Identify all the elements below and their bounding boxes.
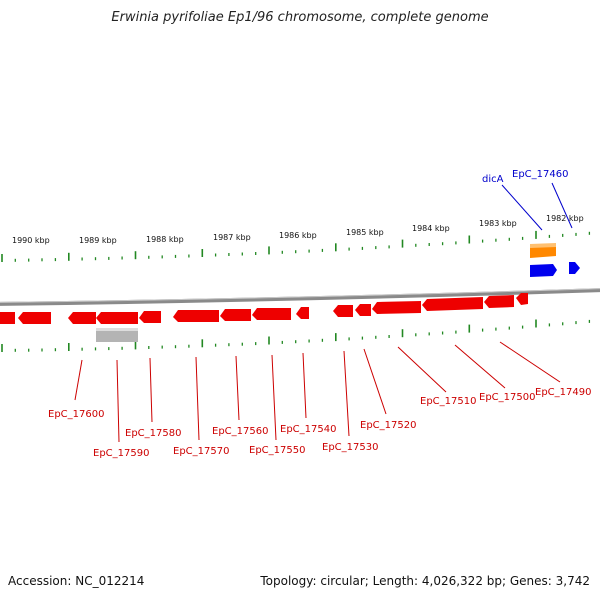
gene-reverse-EpC_17570 xyxy=(173,310,219,322)
ruler-label-1987: 1987 kbp xyxy=(213,233,251,242)
gene-label-EpC_17600: EpC_17600 xyxy=(48,409,104,420)
reverse-label-lines xyxy=(74,341,561,443)
label-line-EpC_17590 xyxy=(116,359,120,443)
gene-reverse-EpC_17600 xyxy=(68,312,96,324)
label-line-EpC_17460 xyxy=(551,182,573,229)
gene-reverse-EpC_17600-a xyxy=(18,312,51,324)
gene-label-EpC_17560: EpC_17560 xyxy=(212,426,268,437)
gene-label-EpC_17500: EpC_17500 xyxy=(479,392,535,403)
gene-reverse-EpC_17530 xyxy=(333,305,353,317)
gene-reverse-EpC_17540 xyxy=(296,307,309,319)
pseudogene-feature-highlight xyxy=(96,328,138,331)
ruler-label-1985: 1985 kbp xyxy=(346,228,384,237)
label-line-EpC_17540 xyxy=(302,352,307,419)
rna-feature-dicA-highlight xyxy=(530,243,556,248)
gene-label-EpC_17540: EpC_17540 xyxy=(280,424,336,435)
gene-reverse-EpC_17510 xyxy=(372,301,421,314)
label-line-EpC_17490 xyxy=(499,341,561,383)
gene-reverse-EpC_17590 xyxy=(96,312,138,324)
pseudogene-feature xyxy=(96,330,138,342)
gene-label-EpC_17590: EpC_17590 xyxy=(93,448,149,459)
ruler-ticks-bottom xyxy=(1,319,591,352)
label-line-EpC_17520 xyxy=(363,348,387,415)
chromosome-backbone xyxy=(0,288,600,306)
gene-reverse-partial xyxy=(0,312,15,324)
map-title: Erwinia pyrifoliae Ep1/96 chromosome, co… xyxy=(111,10,489,25)
gene-reverse-EpC_17560 xyxy=(220,309,251,321)
ruler-label-1989: 1989 kbp xyxy=(79,236,117,245)
label-line-EpC_17550 xyxy=(271,354,277,441)
gene-label-EpC_17580: EpC_17580 xyxy=(125,428,181,439)
chromosome-backbone-highlight xyxy=(0,288,600,303)
label-line-EpC_17510 xyxy=(397,346,447,393)
accession-label: Accession: NC_012214 xyxy=(8,574,145,588)
gene-label-EpC_17520: EpC_17520 xyxy=(360,420,416,431)
label-line-EpC_17560 xyxy=(235,355,240,421)
gene-reverse-EpC_17490 xyxy=(484,295,514,308)
rna-feature-dicA xyxy=(530,245,556,258)
label-line-EpC_17570 xyxy=(195,356,200,441)
gene-label-EpC_17490: EpC_17490 xyxy=(535,387,591,398)
gene-forward-EpC_17460 xyxy=(569,262,580,274)
gene-reverse-EpC_17500 xyxy=(422,297,483,311)
gene-reverse-EpC_17580 xyxy=(139,311,161,323)
genome-summary-label: Topology: circular; Length: 4,026,322 bp… xyxy=(260,574,590,588)
ruler-ticks-top xyxy=(1,230,591,262)
gene-label-EpC_17530: EpC_17530 xyxy=(322,442,378,453)
label-line-EpC_17500 xyxy=(454,344,506,389)
gene-label-dicA: dicA xyxy=(482,174,504,185)
label-line-EpC_17530 xyxy=(343,350,350,437)
label-line-dicA xyxy=(501,184,543,231)
ruler-label-1990: 1990 kbp xyxy=(12,236,50,245)
ruler-label-1988: 1988 kbp xyxy=(146,235,184,244)
gene-label-EpC_17510: EpC_17510 xyxy=(420,396,476,407)
gene-label-EpC_17570: EpC_17570 xyxy=(173,446,229,457)
gene-reverse-EpC_17550 xyxy=(252,308,291,320)
label-line-EpC_17600 xyxy=(74,359,83,401)
ruler-label-1982: 1982 kbp xyxy=(546,214,584,223)
reverse-strand-genes xyxy=(0,293,528,324)
label-line-EpC_17580 xyxy=(149,357,153,423)
ruler-label-1983: 1983 kbp xyxy=(479,219,517,228)
gene-reverse-EpC_17480 xyxy=(516,293,528,305)
ruler-label-1986: 1986 kbp xyxy=(279,231,317,240)
gene-label-EpC_17550: EpC_17550 xyxy=(249,445,305,456)
gene-reverse-EpC_17520 xyxy=(355,304,371,316)
gene-label-EpC_17460: EpC_17460 xyxy=(512,169,568,180)
gene-forward-dicA xyxy=(530,264,557,277)
ruler-label-1984: 1984 kbp xyxy=(412,224,450,233)
